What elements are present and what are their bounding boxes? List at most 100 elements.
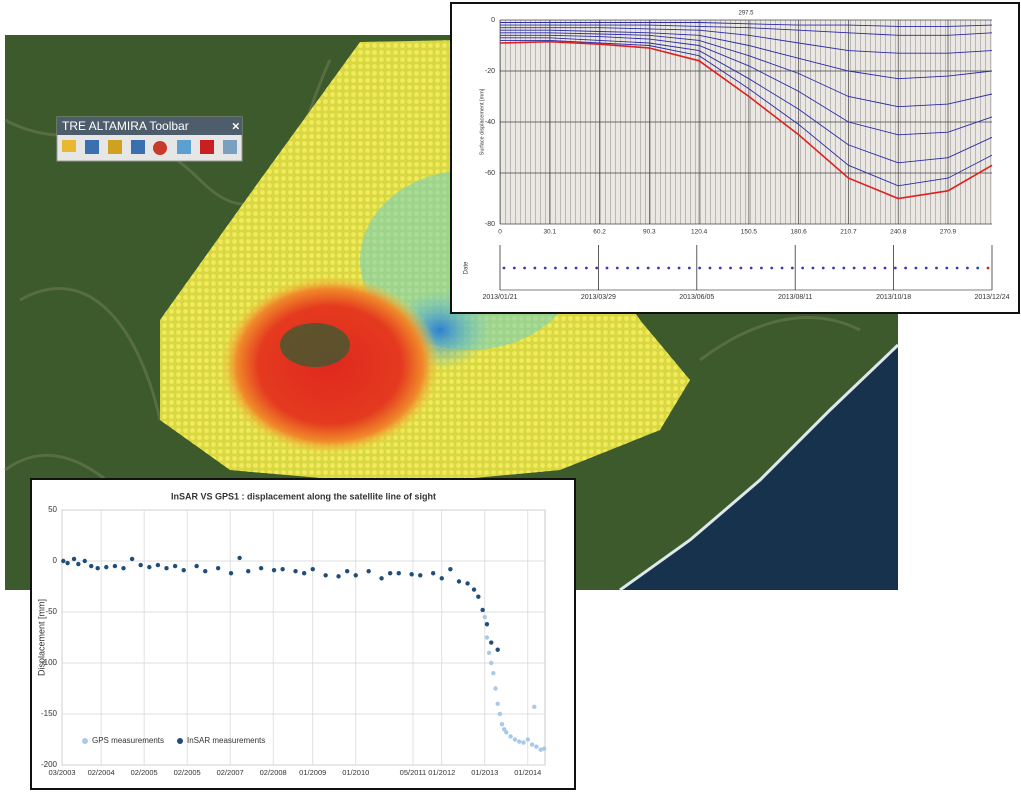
- toolbar-title: TRE ALTAMIRA Toolbar: [62, 119, 189, 133]
- point: [513, 737, 517, 741]
- point: [476, 595, 480, 599]
- point: [147, 565, 151, 569]
- acquisition-dot: [915, 267, 918, 270]
- y-tick-label: 50: [48, 505, 57, 514]
- x-tick-label: 01/2009: [299, 768, 326, 777]
- point: [323, 573, 327, 577]
- y-tick-label: 0: [53, 556, 58, 565]
- acquisition-dot: [554, 267, 557, 270]
- x-tick-label: 02/2005: [131, 768, 158, 777]
- acquisition-dot: [904, 267, 907, 270]
- x-tick-label: 0: [498, 229, 502, 236]
- x-tick-label: 01/2013: [471, 768, 498, 777]
- acquisition-dot: [739, 267, 742, 270]
- y-tick-label: -80: [485, 221, 495, 228]
- point: [530, 742, 534, 746]
- point: [517, 739, 521, 743]
- acquisition-dot: [966, 267, 969, 270]
- acquisition-dot: [873, 267, 876, 270]
- insar-gps-panel: -200-150-100-5005003/200302/200402/20050…: [31, 479, 575, 789]
- acquisition-dot: [688, 267, 691, 270]
- point: [173, 564, 177, 568]
- point: [246, 569, 250, 573]
- acquisition-dot: [698, 267, 701, 270]
- y-axis-label: Displacement [mm]: [36, 599, 46, 676]
- toolbar: TRE ALTAMIRA Toolbar ×: [57, 117, 242, 161]
- acquisition-dot: [544, 267, 547, 270]
- acquisition-dot: [976, 267, 979, 270]
- date-label: 2013/03/29: [581, 294, 616, 301]
- acquisition-dot: [678, 267, 681, 270]
- point: [483, 615, 487, 619]
- x-tick-label: 01/2010: [342, 768, 369, 777]
- point: [95, 566, 99, 570]
- point: [534, 744, 538, 748]
- x-tick-label: 90.3: [643, 229, 656, 236]
- acquisition-dot: [781, 267, 784, 270]
- point: [72, 557, 76, 561]
- point: [472, 587, 476, 591]
- point: [354, 573, 358, 577]
- acquisition-dot: [987, 267, 990, 270]
- x-tick-label: 02/2008: [260, 768, 287, 777]
- acquisition-dot: [523, 267, 526, 270]
- acquisition-dot: [935, 267, 938, 270]
- point: [89, 564, 93, 568]
- top-label: 297.5: [738, 11, 754, 17]
- point: [61, 559, 65, 563]
- acquisition-dot: [812, 267, 815, 270]
- acquisition-dot: [709, 267, 712, 270]
- acquisition-dot: [657, 267, 660, 270]
- point: [491, 671, 495, 675]
- y-tick-label: -40: [485, 119, 495, 126]
- date-label: 2013/08/11: [778, 294, 813, 301]
- acquisition-dot: [770, 267, 773, 270]
- point: [409, 572, 413, 576]
- point: [156, 563, 160, 567]
- point: [259, 566, 263, 570]
- point: [418, 573, 422, 577]
- acquisition-dot: [585, 267, 588, 270]
- point: [302, 571, 306, 575]
- x-tick-label: 60.2: [593, 229, 606, 236]
- acquisition-dot: [956, 267, 959, 270]
- point: [542, 746, 546, 750]
- date-label: 2013/06/05: [679, 294, 714, 301]
- point: [465, 581, 469, 585]
- point: [508, 734, 512, 738]
- point: [504, 730, 508, 734]
- point: [485, 635, 489, 639]
- x-tick-label: 30.1: [543, 229, 556, 236]
- point: [194, 564, 198, 568]
- point: [500, 722, 504, 726]
- acquisition-dot: [945, 267, 948, 270]
- acquisition-dot: [647, 267, 650, 270]
- x-tick-label: 01/2012: [428, 768, 455, 777]
- point: [485, 622, 489, 626]
- point: [489, 661, 493, 665]
- point: [493, 686, 497, 690]
- point: [379, 576, 383, 580]
- point: [487, 651, 491, 655]
- close-button[interactable]: ×: [232, 118, 240, 133]
- acquisition-dot: [791, 267, 794, 270]
- acquisition-dot: [853, 267, 856, 270]
- point: [495, 648, 499, 652]
- x-tick-label: 120.4: [691, 229, 708, 236]
- y-tick-label: -20: [485, 68, 495, 75]
- x-tick-label: 02/2004: [88, 768, 115, 777]
- point: [345, 569, 349, 573]
- legend-swatch: [82, 738, 88, 744]
- point: [388, 571, 392, 575]
- acquisition-dot: [575, 267, 578, 270]
- x-tick-label: 03/2003: [48, 768, 75, 777]
- point: [216, 566, 220, 570]
- y-tick-label: -150: [41, 709, 58, 718]
- point: [397, 571, 401, 575]
- acquisition-dot: [801, 267, 804, 270]
- acquisition-dot: [760, 267, 763, 270]
- composite: TRE ALTAMIRA Toolbar × 0-20-40-60-80030.…: [0, 0, 1021, 792]
- y-tick-label: -60: [485, 170, 495, 177]
- acquisition-dot: [832, 267, 835, 270]
- x-tick-label: 05/2011: [400, 768, 427, 777]
